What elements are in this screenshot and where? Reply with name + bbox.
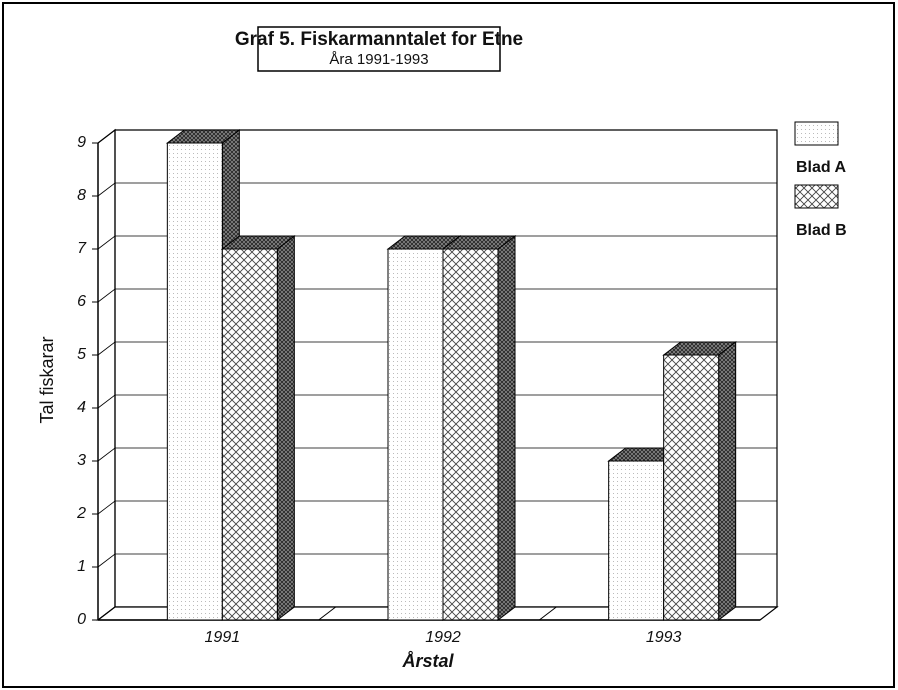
legend-label: Blad A xyxy=(796,159,847,176)
bar xyxy=(663,354,720,621)
grid-line xyxy=(97,182,777,197)
chart-subtitle: Åra 1991-1993 xyxy=(329,51,428,68)
grid-line xyxy=(97,129,777,144)
x-tick-mark xyxy=(539,606,557,621)
legend-label: Blad B xyxy=(796,222,847,239)
x-tick-label: 1993 xyxy=(646,629,682,646)
y-tick-label: 9 xyxy=(77,134,86,151)
chart-title: Graf 5. Fiskarmanntalet for Etne xyxy=(235,29,523,50)
grid-line xyxy=(97,447,777,462)
title-box xyxy=(257,26,501,72)
y-tick-label: 4 xyxy=(77,399,86,416)
bar xyxy=(442,248,499,621)
y-tick-label: 6 xyxy=(77,293,86,310)
grid-line xyxy=(97,500,777,515)
x-tick-label: 1991 xyxy=(205,629,241,646)
x-tick-mark xyxy=(318,606,336,621)
bar-side xyxy=(497,234,516,622)
legend-swatch xyxy=(794,184,839,209)
y-tick-label: 5 xyxy=(77,346,86,363)
legend-swatch xyxy=(794,121,839,146)
bar xyxy=(387,248,444,621)
bar-side xyxy=(276,234,295,622)
bar xyxy=(608,460,665,621)
grid-line xyxy=(97,341,777,356)
grid-line xyxy=(97,235,777,250)
y-tick-label: 7 xyxy=(77,240,87,257)
side-wall xyxy=(97,128,116,621)
grid-line xyxy=(97,288,777,303)
y-tick-label: 8 xyxy=(77,187,86,204)
y-axis-label: Tal fiskarar xyxy=(37,336,57,423)
y-tick-label: 3 xyxy=(77,452,86,469)
bar xyxy=(221,248,278,621)
bar xyxy=(166,142,223,621)
grid-line xyxy=(97,553,777,568)
y-tick-label: 2 xyxy=(76,505,86,522)
x-tick-label: 1992 xyxy=(425,629,461,646)
grid-line xyxy=(97,394,777,409)
bar-side xyxy=(718,340,737,622)
y-tick-label: 1 xyxy=(77,558,86,575)
x-axis-label: Årstal xyxy=(401,651,454,671)
y-tick-label: 0 xyxy=(77,611,86,628)
